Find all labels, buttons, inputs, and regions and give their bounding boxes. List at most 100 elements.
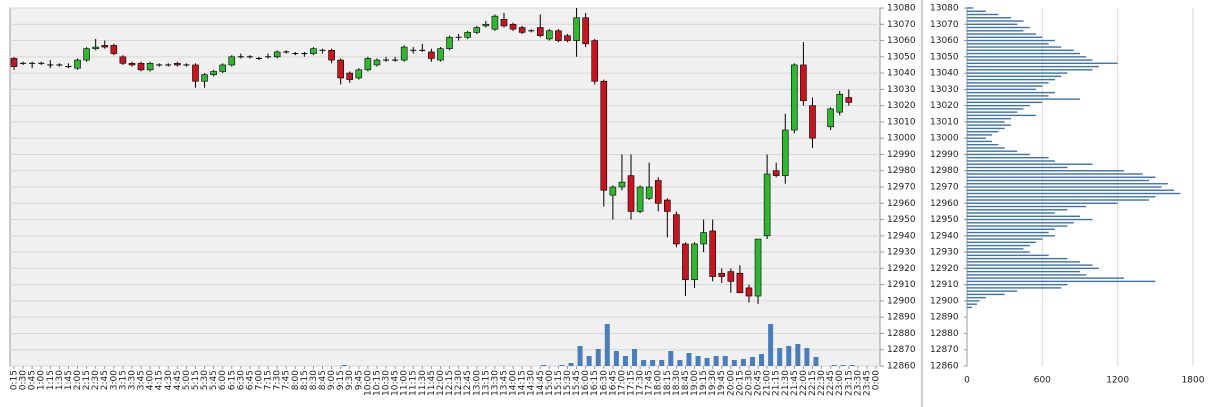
y-tick-label: 13050 <box>930 52 959 62</box>
profile-bar <box>967 270 1080 273</box>
volume-bar <box>559 365 565 366</box>
volume-bar <box>795 344 801 366</box>
x-tick-label: 2:00 <box>73 370 83 390</box>
profile-bar <box>967 85 1043 87</box>
candle-body <box>228 56 236 66</box>
y-tick-label: 13010 <box>887 117 916 127</box>
x-tick-label: 21:15 <box>772 370 782 396</box>
x-tick-label: 0:00 <box>872 370 882 390</box>
profile-bar <box>967 75 1062 78</box>
y-tick-label: 12890 <box>930 313 959 323</box>
x-tick-label: 2:45 <box>100 370 110 390</box>
candle-body <box>137 63 145 71</box>
profile-bar <box>967 98 1080 100</box>
candle-body <box>845 97 853 103</box>
x-tick-label: 5:30 <box>200 370 210 390</box>
y-tick-label: 12930 <box>887 248 916 258</box>
candle-body <box>219 64 226 72</box>
volume-bar <box>704 358 710 366</box>
x-tick-label: 14:00 <box>509 370 519 396</box>
profile-bar <box>967 277 1124 279</box>
profile-bar <box>967 147 1005 149</box>
x-tick-label: 23:15 <box>844 370 854 396</box>
volume-bar <box>577 346 583 366</box>
profile-bar <box>967 121 1005 123</box>
x-tick-label: 16:30 <box>599 370 609 396</box>
x-tick-label: 15:30 <box>563 370 573 396</box>
profile-bar <box>967 95 1049 97</box>
candle-body <box>146 63 154 71</box>
y-tick-label: 13040 <box>930 69 959 79</box>
profile-bar <box>967 7 974 9</box>
y-tick-label: 12950 <box>887 215 916 225</box>
profile-bar <box>967 36 1043 38</box>
y-tick-label: 13000 <box>930 134 959 144</box>
x-tick-label: 3:00 <box>109 370 119 390</box>
y-tick-label: 12900 <box>930 296 959 306</box>
profile-bar <box>967 157 1049 159</box>
candle-body <box>700 232 707 245</box>
x-tick-label: 16:15 <box>590 370 600 396</box>
candle-body <box>518 27 526 33</box>
candle-body <box>491 15 499 30</box>
profile-bar <box>967 104 1030 107</box>
y-tick-label: 13020 <box>930 101 959 111</box>
y-tick-label: 12980 <box>887 166 916 176</box>
candle-body <box>827 108 834 128</box>
profile-bar <box>967 296 986 299</box>
x-tick-label: 6:00 <box>218 370 228 390</box>
profile-bar <box>967 101 1043 104</box>
y-tick-label: 13080 <box>887 4 916 14</box>
candle-body <box>836 93 844 113</box>
candle-body <box>355 69 363 79</box>
x-tick-label: 13:15 <box>481 370 491 396</box>
x-tick-label: 18:30 <box>672 370 682 396</box>
profile-bar <box>967 254 1049 257</box>
x-tick-label: 6:45 <box>245 370 255 390</box>
volume-bar <box>686 353 692 366</box>
candle-body <box>101 45 109 48</box>
candle-body <box>772 170 780 176</box>
x-tick-label: 21:30 <box>781 370 791 396</box>
volume-bar <box>632 349 638 366</box>
x-tick-label: 19:00 <box>690 370 700 396</box>
candle-body <box>346 72 354 80</box>
x-tick-label: 8:15 <box>300 370 310 390</box>
profile-bar <box>967 244 1030 247</box>
profile-bar <box>967 170 1124 172</box>
profile-bar <box>967 280 1156 283</box>
volume-bar <box>541 365 547 366</box>
x-tick-label: 4:00 <box>146 370 156 390</box>
candle-body <box>609 186 617 196</box>
profile-bar <box>967 222 1074 224</box>
candle-body <box>536 27 544 36</box>
profile-bar <box>967 251 1030 253</box>
candle-body <box>74 59 81 69</box>
candle-body <box>691 243 698 281</box>
volume-bar <box>650 360 656 366</box>
x-tick-label: 17:15 <box>627 370 637 396</box>
y-tick-label: 13070 <box>887 20 916 30</box>
x-tick-label: 11:30 <box>418 370 428 396</box>
y-tick-label: 12930 <box>930 248 959 258</box>
candle-body <box>10 58 18 67</box>
y-tick-label: 12990 <box>887 150 916 160</box>
profile-bar <box>967 140 993 143</box>
volume-bar <box>768 324 774 366</box>
profile-bar <box>967 72 1068 74</box>
profile-bar <box>967 267 1099 270</box>
x-tick-label: 15:45 <box>572 370 582 396</box>
profile-bar <box>967 218 1093 221</box>
profile-bar <box>967 199 1150 201</box>
x-tick-label: 9:30 <box>345 370 355 390</box>
x-tick-label: 0 <box>964 376 970 386</box>
candle-body <box>573 17 580 41</box>
profile-bar <box>967 205 1087 208</box>
profile-bar <box>967 10 986 12</box>
candle-body <box>509 23 517 30</box>
candle-body <box>645 186 653 199</box>
profile-bar <box>967 209 1068 211</box>
x-tick-label: 4:45 <box>173 370 183 390</box>
y-tick-label: 13060 <box>887 36 916 46</box>
x-tick-label: 4:15 <box>155 370 165 390</box>
